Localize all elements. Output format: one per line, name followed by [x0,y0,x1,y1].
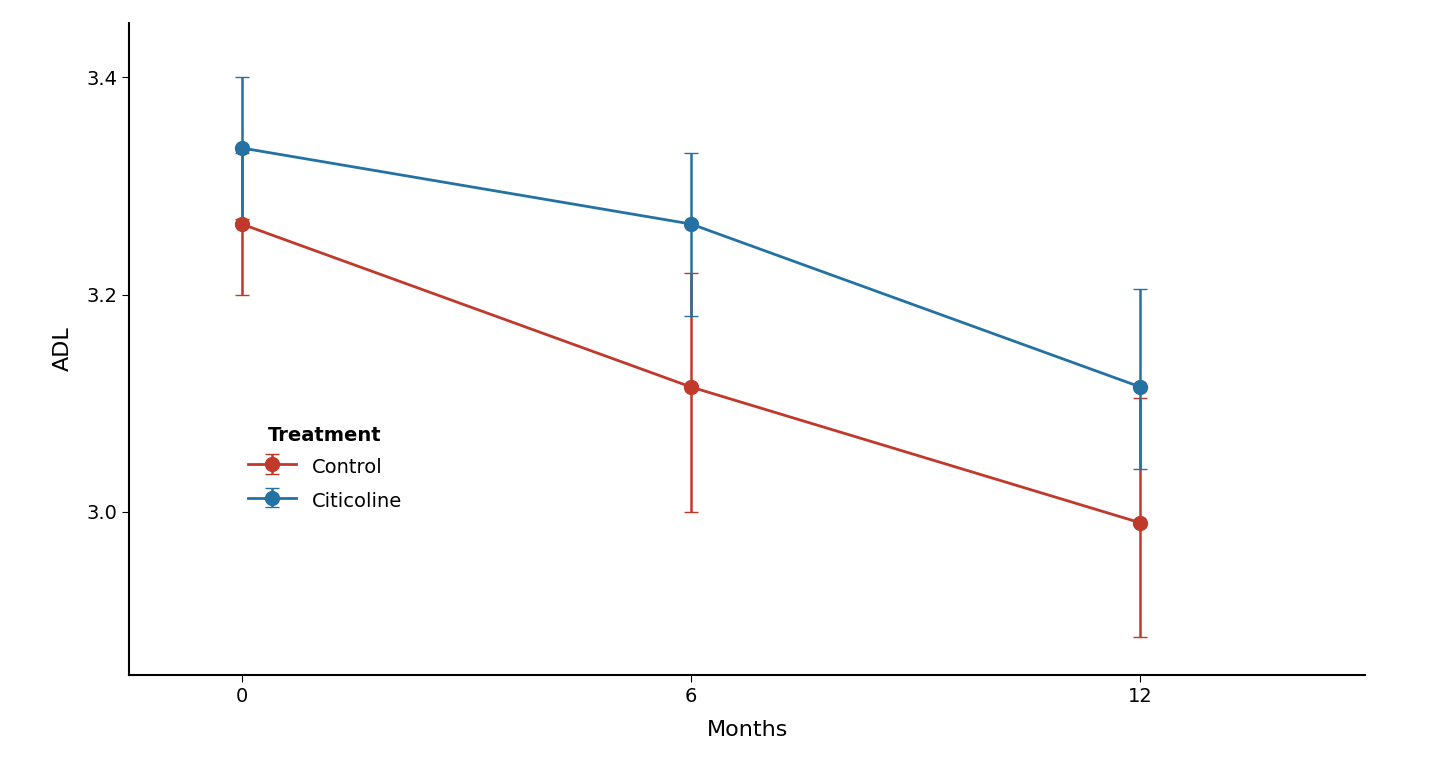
Y-axis label: ADL: ADL [53,327,73,371]
Legend: Control, Citicoline: Control, Citicoline [239,416,412,522]
X-axis label: Months: Months [707,719,787,739]
